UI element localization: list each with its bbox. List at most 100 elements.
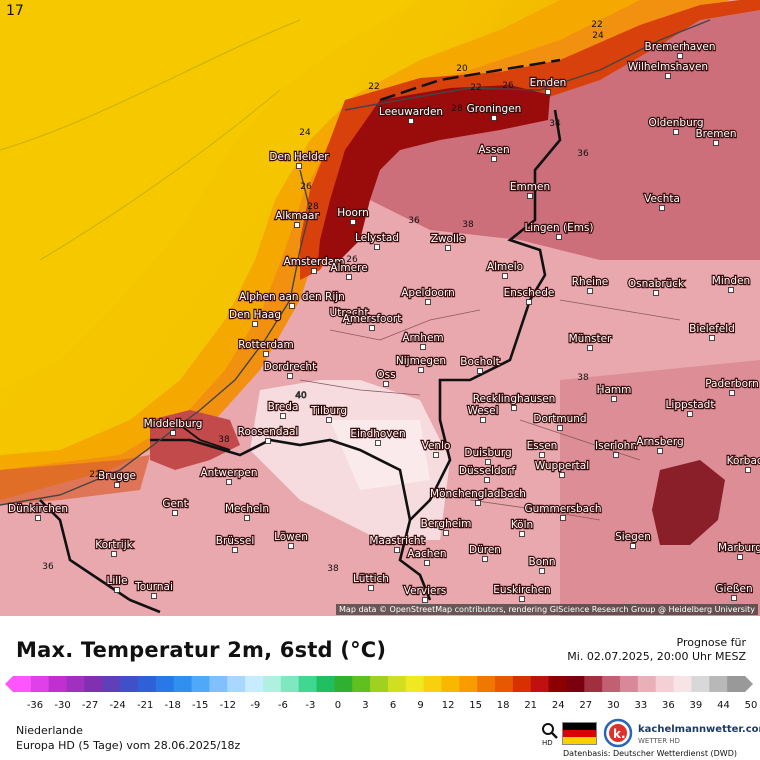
city-marker[interactable]: Den Helder [268, 150, 331, 169]
city-marker[interactable]: Alphen aan den Rijn [238, 290, 346, 309]
city-marker[interactable]: Gent [161, 497, 189, 516]
city-marker[interactable]: Lille [105, 574, 129, 593]
city-marker[interactable]: Düsseldorf [458, 464, 517, 483]
city-marker[interactable]: Recklinghausen [471, 392, 557, 411]
city-label: Hoorn [337, 207, 369, 219]
colorbar-swatch [13, 676, 32, 692]
city-marker[interactable]: Vechta [643, 192, 681, 211]
city-marker[interactable]: Enschede [502, 286, 556, 305]
city-dot [425, 299, 431, 305]
city-marker[interactable]: Breda [266, 400, 300, 419]
city-marker[interactable]: Oldenburg [647, 116, 705, 135]
city-marker[interactable]: Brugge [97, 469, 137, 488]
city-marker[interactable]: Minden [711, 274, 751, 293]
city-dot [737, 554, 743, 560]
city-marker[interactable]: Dordrecht [263, 360, 317, 379]
city-marker[interactable]: Den Haag [228, 308, 282, 327]
city-marker[interactable]: Arnsberg [635, 435, 685, 454]
city-marker[interactable]: Gummersbach [523, 502, 603, 521]
city-marker[interactable]: Mecheln [224, 502, 270, 521]
city-marker[interactable]: Emden [528, 76, 568, 95]
colorbar-swatch [155, 676, 175, 692]
city-marker[interactable]: Osnabrück [627, 277, 686, 296]
city-marker[interactable]: Amsterdam [282, 255, 346, 274]
city-marker[interactable]: Assen [477, 143, 511, 162]
city-marker[interactable]: Korbach [725, 454, 760, 473]
city-marker[interactable]: Münster [567, 332, 613, 351]
city-marker[interactable]: Wilhelmshaven [627, 60, 709, 79]
city-dot [745, 467, 751, 473]
city-marker[interactable]: Dünkirchen [7, 502, 69, 521]
city-marker[interactable]: Tilburg [309, 404, 348, 423]
city-dot [527, 193, 533, 199]
city-marker[interactable]: Bonn [527, 555, 557, 574]
city-marker[interactable]: Hoorn [336, 206, 370, 225]
city-marker[interactable]: Zwolle [430, 232, 466, 251]
city-marker[interactable]: Lüttich [352, 572, 390, 591]
city-marker[interactable]: Antwerpen [199, 466, 259, 485]
city-marker[interactable]: Almere [329, 261, 369, 280]
city-dot [311, 268, 317, 274]
city-marker[interactable]: Rotterdam [237, 338, 295, 357]
city-dot [713, 140, 719, 146]
city-marker[interactable]: Gießen [714, 582, 754, 601]
city-marker[interactable]: Almelo [486, 260, 524, 279]
city-marker[interactable]: Siegen [614, 530, 652, 549]
city-marker[interactable]: Arnhem [401, 331, 445, 350]
city-marker[interactable]: Brüssel [215, 534, 255, 553]
city-marker[interactable]: Mönchengladbach [429, 487, 527, 506]
city-marker[interactable]: Bergheim [419, 517, 473, 536]
city-marker[interactable]: Maastricht [368, 534, 426, 553]
city-marker[interactable]: Marburg [717, 541, 760, 560]
city-marker[interactable]: Groningen [465, 102, 523, 121]
city-marker[interactable]: Alkmaar [274, 209, 321, 228]
city-marker[interactable]: Bielefeld [688, 322, 736, 341]
city-dot [511, 405, 517, 411]
city-marker[interactable]: Oss [375, 368, 397, 387]
city-marker[interactable]: Essen [525, 439, 559, 458]
city-marker[interactable]: Dortmund [532, 412, 588, 431]
hd-zoom-icon[interactable]: HD [541, 722, 559, 746]
city-marker[interactable]: Amersfoort [341, 312, 403, 331]
city-label: Middelburg [144, 418, 203, 430]
city-dot [172, 510, 178, 516]
city-label: Breda [268, 401, 299, 413]
city-marker[interactable]: Middelburg [142, 417, 204, 436]
city-marker[interactable]: Hamm [595, 383, 633, 402]
map-attribution[interactable]: Map data © OpenStreetMap contributors, r… [336, 604, 758, 615]
city-marker[interactable]: Eindhoven [349, 427, 407, 446]
city-marker[interactable]: Euskirchen [492, 583, 552, 602]
city-label: Duisburg [464, 447, 511, 459]
city-marker[interactable]: Köln [510, 518, 534, 537]
city-marker[interactable]: Kortrijk [94, 538, 135, 557]
city-marker[interactable]: Bremerhaven [643, 40, 717, 59]
city-marker[interactable]: Iserlohn [594, 439, 638, 458]
brand-name[interactable]: kachelmannwetter.com [638, 724, 760, 735]
city-marker[interactable]: Utrecht [328, 306, 370, 325]
city-marker[interactable]: Emmen [509, 180, 551, 199]
city-marker[interactable]: Löwen [273, 530, 309, 549]
city-marker[interactable]: Leeuwarden [378, 105, 444, 124]
city-marker[interactable]: Wesel [466, 404, 500, 423]
city-marker[interactable]: Bremen [694, 127, 738, 146]
city-marker[interactable]: Lelystad [354, 231, 400, 250]
kachelmann-logo-icon[interactable]: k. [603, 718, 633, 748]
city-label: Brüssel [216, 535, 255, 547]
city-marker[interactable]: Wuppertal [534, 459, 590, 478]
city-marker[interactable]: Venlo [420, 439, 452, 458]
city-marker[interactable]: Roosendaal [236, 425, 300, 444]
city-marker[interactable]: Verviers [403, 584, 447, 603]
city-marker[interactable]: Bocholt [459, 355, 501, 374]
city-marker[interactable]: Aachen [406, 547, 448, 566]
city-marker[interactable]: Apeldoorn [400, 286, 456, 305]
city-marker[interactable]: Paderborn [704, 377, 760, 396]
city-marker[interactable]: Nijmegen [395, 354, 447, 373]
city-marker[interactable]: Düren [468, 543, 502, 562]
temperature-map[interactable]: Bremerhaven Wilhelmshaven Emden Leeuwarden G… [0, 0, 760, 616]
city-marker[interactable]: Lingen (Ems) [523, 221, 595, 240]
city-marker[interactable]: Lippstadt [664, 398, 716, 417]
colorbar-tick-label: -18 [165, 700, 181, 711]
city-marker[interactable]: Rheine [571, 275, 609, 294]
city-marker[interactable]: Tournai [133, 580, 174, 599]
city-marker[interactable]: Duisburg [463, 446, 513, 465]
